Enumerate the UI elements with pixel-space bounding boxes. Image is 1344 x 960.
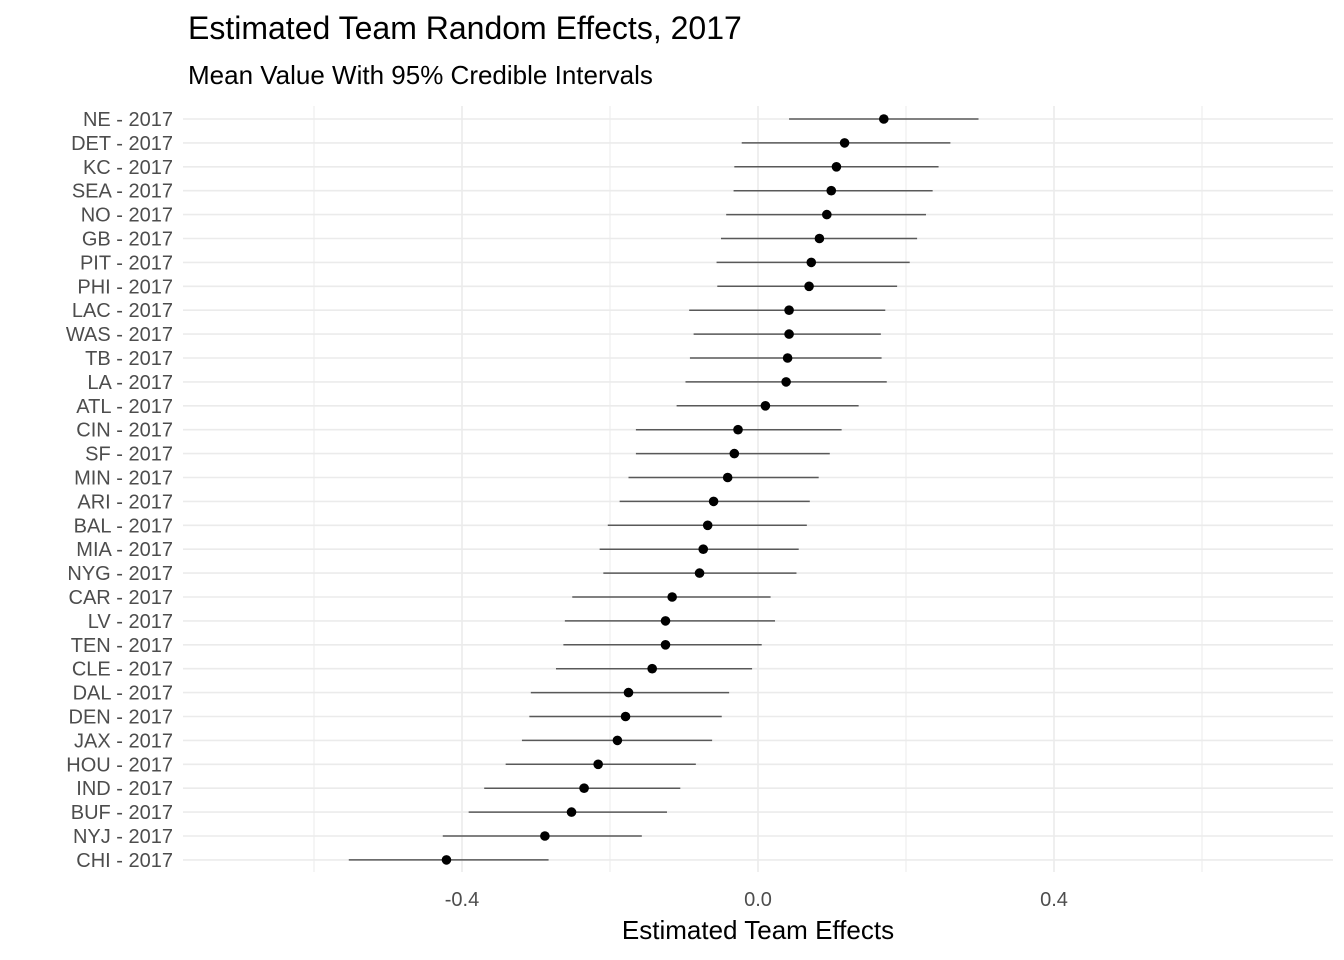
x-tick-label: 0.4 (1040, 889, 1068, 911)
y-tick-label: JAX - 2017 (74, 730, 173, 752)
mean-point (729, 448, 740, 459)
y-tick-label: PHI - 2017 (77, 276, 173, 298)
mean-point (782, 353, 793, 363)
mean-point (647, 663, 657, 674)
chart-subtitle: Mean Value With 95% Credible Intervals (188, 60, 653, 90)
x-axis-title: Estimated Team Effects (622, 915, 894, 945)
y-tick-label: SEA - 2017 (72, 181, 173, 203)
y-tick-label: ARI - 2017 (77, 491, 173, 513)
y-tick-label: NE - 2017 (83, 109, 173, 131)
mean-point (667, 592, 677, 602)
mean-point (722, 472, 733, 483)
y-tick-label: BAL - 2017 (74, 515, 173, 537)
mean-point (879, 114, 889, 124)
y-tick-label: BUF - 2017 (71, 802, 173, 824)
mean-point (733, 424, 743, 435)
mean-point (784, 305, 794, 316)
mean-point (694, 568, 705, 578)
mean-point (826, 185, 837, 196)
credible-intervals (348, 118, 979, 861)
mean-point (760, 401, 771, 411)
mean-point (441, 855, 452, 865)
mean-point (839, 138, 850, 148)
mean-point (660, 640, 671, 650)
mean-point (831, 162, 842, 172)
y-tick-label: CIN - 2017 (76, 420, 173, 442)
chart-title: Estimated Team Random Effects, 2017 (188, 10, 742, 46)
y-tick-label: KC - 2017 (83, 157, 173, 179)
mean-points (441, 114, 889, 865)
y-tick-label: TB - 2017 (85, 348, 173, 370)
mean-point (623, 687, 634, 698)
y-tick-label: SF - 2017 (85, 444, 173, 466)
mean-point (698, 544, 709, 554)
mean-point (566, 807, 577, 817)
y-tick-label: MIN - 2017 (74, 468, 173, 490)
y-tick-label: CLE - 2017 (72, 659, 173, 681)
y-tick-label: DEN - 2017 (69, 707, 174, 729)
mean-point (702, 520, 713, 531)
y-tick-label: LA - 2017 (87, 372, 173, 394)
y-tick-label: TEN - 2017 (71, 635, 173, 657)
y-tick-label: MIA - 2017 (76, 539, 173, 561)
y-tick-label: IND - 2017 (76, 778, 173, 800)
x-tick-labels: -0.4 0.0 0.4 (445, 889, 1068, 911)
y-tick-label: LAC - 2017 (72, 300, 173, 322)
mean-point (593, 759, 603, 770)
y-tick-label: WAS - 2017 (66, 324, 173, 346)
mean-point (540, 831, 550, 841)
y-tick-label: LV - 2017 (88, 611, 173, 633)
mean-point (612, 735, 623, 746)
x-tick-label: -0.4 (445, 889, 479, 911)
mean-point (806, 257, 817, 268)
mean-point (620, 711, 631, 722)
y-tick-label: ATL - 2017 (76, 396, 173, 418)
y-tick-label: NYJ - 2017 (73, 826, 173, 848)
y-tick-label: NO - 2017 (81, 205, 173, 227)
mean-point (660, 616, 671, 626)
x-tick-label: 0.0 (744, 889, 772, 911)
y-tick-label: GB - 2017 (82, 229, 173, 251)
mean-point (814, 233, 825, 244)
mean-point (822, 209, 832, 220)
mean-point (781, 377, 791, 387)
y-tick-label: CAR - 2017 (69, 587, 174, 609)
grid-lines (183, 106, 1333, 872)
y-tick-label: NYG - 2017 (67, 563, 173, 585)
y-tick-label: HOU - 2017 (66, 754, 173, 776)
mean-point (784, 329, 794, 339)
mean-point (708, 496, 719, 507)
y-tick-label: DET - 2017 (71, 133, 173, 155)
mean-point (579, 783, 589, 793)
y-tick-label: CHI - 2017 (76, 850, 173, 872)
y-tick-label: PIT - 2017 (80, 252, 173, 274)
mean-point (804, 281, 814, 292)
y-tick-label: DAL - 2017 (73, 683, 173, 705)
